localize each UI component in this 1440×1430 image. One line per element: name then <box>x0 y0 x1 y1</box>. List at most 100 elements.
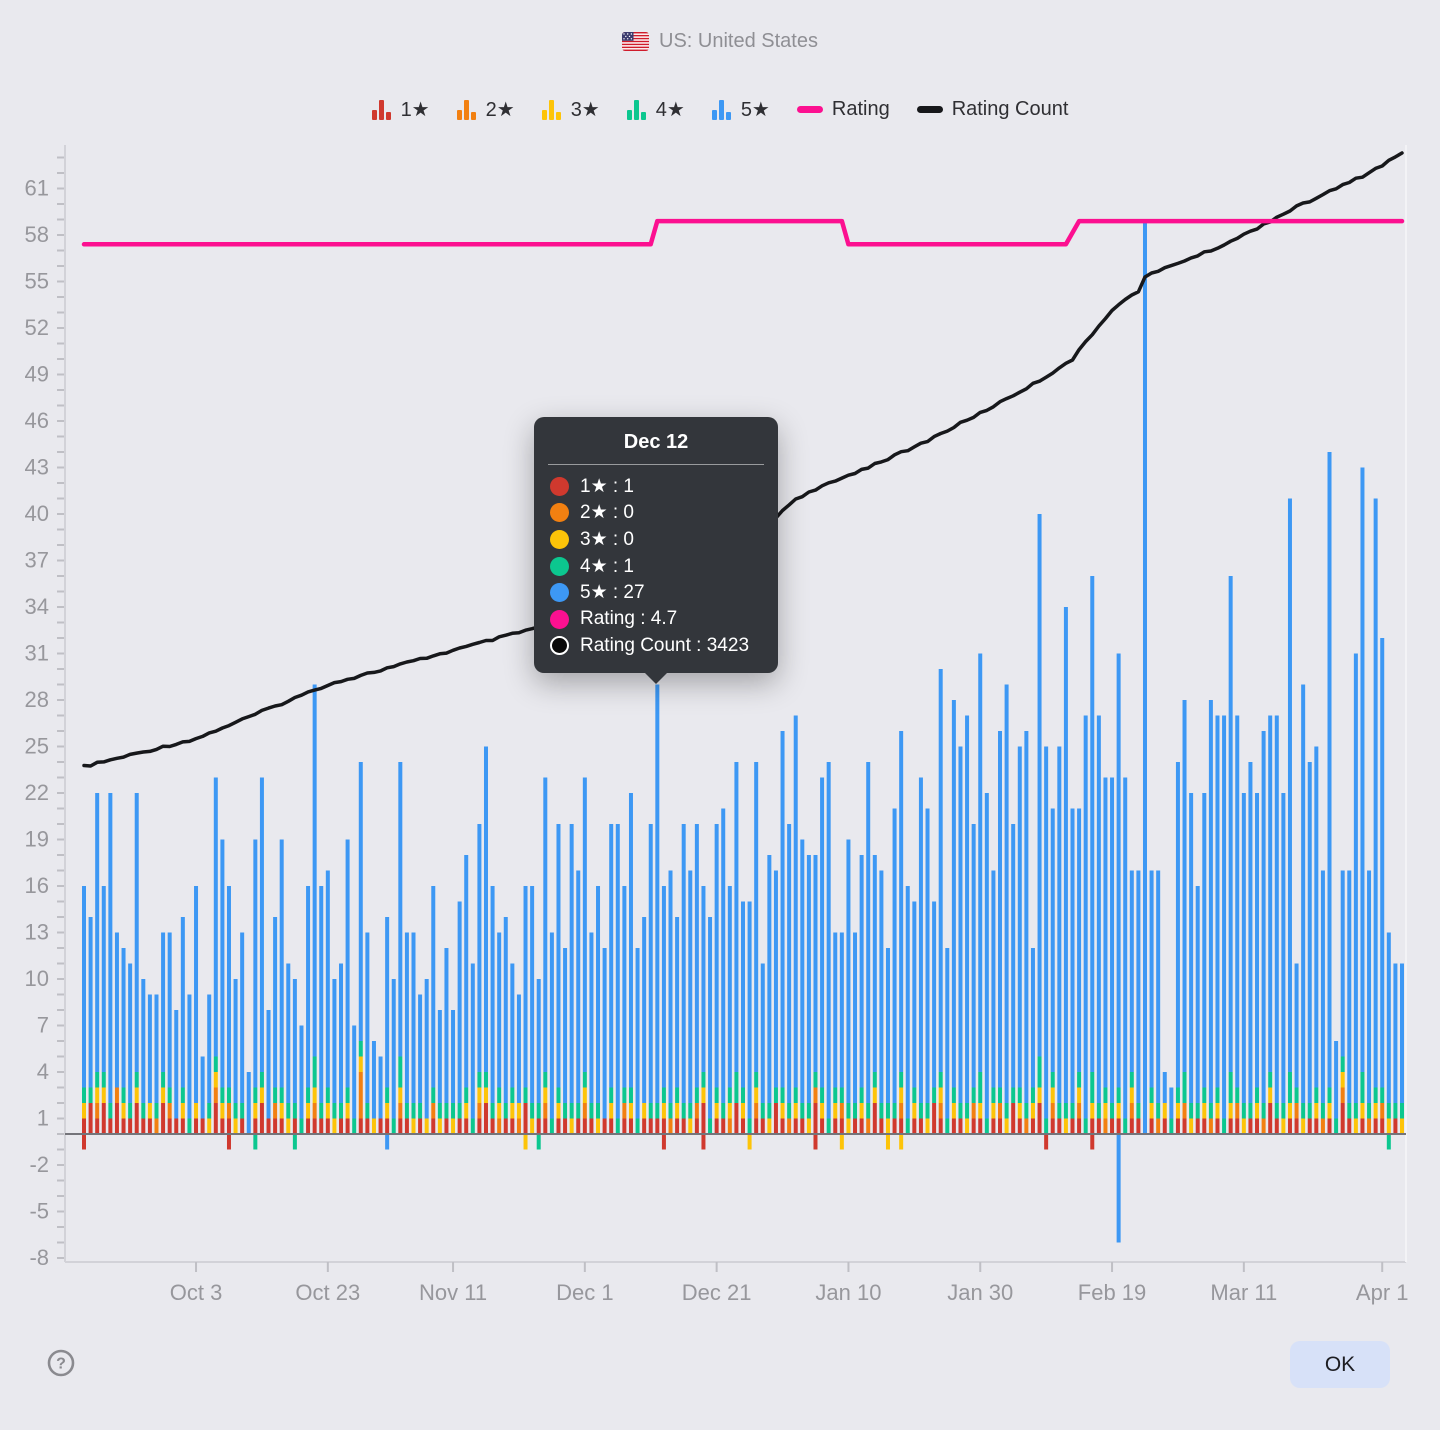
bar-segment-1star[interactable] <box>536 1118 541 1135</box>
bar-segment-3star[interactable] <box>642 1103 647 1119</box>
bar-segment-1star[interactable] <box>200 1118 205 1135</box>
bar-segment-5star[interactable] <box>1255 793 1260 1088</box>
bar-segment-4star[interactable] <box>1400 1103 1404 1119</box>
bar-segment-4star[interactable] <box>352 1118 357 1135</box>
bar-segment-4star[interactable] <box>846 1103 851 1119</box>
bar-segment-1star[interactable] <box>1037 1103 1042 1134</box>
legend-item-2star[interactable]: 2★ <box>456 97 515 122</box>
bar-segment-4star[interactable] <box>345 1087 350 1104</box>
bar-segment-1star[interactable] <box>563 1118 568 1135</box>
bar-segment-5star[interactable] <box>1123 777 1128 1119</box>
bar-segment-3star[interactable] <box>820 1103 825 1119</box>
bar-segment-5star[interactable] <box>1393 963 1398 1104</box>
bar-segment-4star[interactable] <box>569 1103 574 1119</box>
bar-segment-1star[interactable] <box>292 1118 297 1135</box>
bar-segment-5star[interactable] <box>958 746 963 1104</box>
bar-segment-3star[interactable] <box>325 1103 330 1119</box>
bar-segment-5star[interactable] <box>853 932 858 1104</box>
bar-segment-1star[interactable] <box>134 1103 139 1134</box>
bar-segment-4star[interactable] <box>154 1103 159 1119</box>
bar-segment-4star[interactable] <box>622 1087 627 1104</box>
bar-segment-5star[interactable] <box>1083 715 1088 1119</box>
bar-segment-4star[interactable] <box>833 1087 838 1104</box>
bar-segment-5star[interactable] <box>1301 684 1306 1104</box>
bar-segment-1star[interactable] <box>82 1118 86 1135</box>
bar-segment-4star[interactable] <box>780 1087 785 1104</box>
bar-segment-5star[interactable] <box>820 777 825 1088</box>
bar-segment-3star[interactable] <box>872 1087 877 1104</box>
bar-segment-4star[interactable] <box>635 1118 640 1135</box>
bar-segment-5star[interactable] <box>1380 638 1385 1088</box>
bar-segment-2star[interactable] <box>971 1103 976 1119</box>
bar-segment-4star[interactable] <box>1307 1103 1312 1119</box>
bar-segment-4star[interactable] <box>628 1087 633 1104</box>
bar-segment-4star[interactable] <box>1156 1103 1161 1119</box>
bar-segment-4star[interactable] <box>510 1087 515 1104</box>
bar-segment-1star[interactable] <box>121 1118 126 1135</box>
bar-segment-2star[interactable] <box>622 1103 627 1119</box>
bar-segment-2star[interactable] <box>312 1103 317 1119</box>
bar-segment-3star[interactable] <box>1017 1103 1022 1119</box>
bar-segment-1star[interactable] <box>306 1118 311 1135</box>
bar-segment-4star[interactable] <box>879 1103 884 1119</box>
bar-segment-4star[interactable] <box>806 1103 811 1119</box>
bar-segment-4star[interactable] <box>292 1103 297 1119</box>
bar-segment-5star[interactable] <box>497 932 502 1088</box>
bar-segment-5star[interactable] <box>371 1041 376 1119</box>
bar-segment-5star[interactable] <box>114 932 119 1088</box>
bar-segment-negative[interactable] <box>747 1134 752 1150</box>
bar-segment-4star[interactable] <box>1334 1118 1339 1135</box>
bar-segment-4star[interactable] <box>701 1072 706 1088</box>
bar-segment-3star[interactable] <box>1030 1103 1035 1119</box>
bar-segment-2star[interactable] <box>1024 1118 1029 1135</box>
bar-segment-5star[interactable] <box>549 932 554 1119</box>
bar-segment-5star[interactable] <box>167 932 172 1088</box>
bar-segment-3star[interactable] <box>991 1103 996 1119</box>
bar-segment-3star[interactable] <box>885 1118 890 1135</box>
bar-segment-3star[interactable] <box>1037 1087 1042 1104</box>
bar-segment-5star[interactable] <box>358 762 363 1041</box>
bar-segment-4star[interactable] <box>820 1087 825 1104</box>
bar-segment-1star[interactable] <box>312 1118 317 1135</box>
bar-segment-5star[interactable] <box>800 839 805 1104</box>
bar-segment-1star[interactable] <box>365 1118 370 1135</box>
bar-segment-1star[interactable] <box>1017 1118 1022 1135</box>
bar-segment-4star[interactable] <box>1261 1103 1266 1119</box>
bar-segment-1star[interactable] <box>1149 1118 1154 1135</box>
bar-segment-5star[interactable] <box>226 886 231 1088</box>
bar-segment-2star[interactable] <box>754 1103 759 1119</box>
bar-segment-1star[interactable] <box>938 1118 943 1135</box>
bar-segment-4star[interactable] <box>339 1103 344 1119</box>
bar-segment-3star[interactable] <box>233 1118 238 1135</box>
bar-segment-5star[interactable] <box>1373 498 1378 1088</box>
bar-segment-4star[interactable] <box>1274 1103 1279 1119</box>
bar-segment-2star[interactable] <box>668 1118 673 1135</box>
bar-segment-1star[interactable] <box>1255 1118 1260 1135</box>
bar-segment-4star[interactable] <box>134 1072 139 1088</box>
bar-segment-5star[interactable] <box>121 948 126 1088</box>
bar-segment-4star[interactable] <box>694 1087 699 1104</box>
bar-segment-1star[interactable] <box>226 1118 231 1135</box>
bar-segment-4star[interactable] <box>1004 1103 1009 1119</box>
bar-segment-3star[interactable] <box>754 1087 759 1104</box>
bar-segment-1star[interactable] <box>194 1118 199 1135</box>
bar-segment-1star[interactable] <box>714 1118 719 1135</box>
bar-segment-5star[interactable] <box>154 994 159 1104</box>
bar-segment-2star[interactable] <box>1129 1103 1134 1119</box>
bar-segment-2star[interactable] <box>273 1103 278 1119</box>
bar-segment-4star[interactable] <box>978 1072 983 1103</box>
bar-segment-4star[interactable] <box>490 1103 495 1119</box>
bar-segment-4star[interactable] <box>108 1103 113 1119</box>
legend-item-5star[interactable]: 5★ <box>711 97 770 122</box>
bar-segment-4star[interactable] <box>675 1087 680 1104</box>
bar-segment-4star[interactable] <box>431 1087 436 1104</box>
bar-segment-5star[interactable] <box>661 886 666 1088</box>
bar-segment-1star[interactable] <box>325 1118 330 1135</box>
bar-segment-3star[interactable] <box>1340 1072 1345 1088</box>
bar-segment-1star[interactable] <box>378 1118 383 1135</box>
bar-segment-5star[interactable] <box>352 1025 357 1119</box>
bar-segment-3star[interactable] <box>1281 1118 1286 1135</box>
bar-segment-4star[interactable] <box>800 1103 805 1119</box>
bar-segment-2star[interactable] <box>1320 1118 1325 1135</box>
bar-segment-3star[interactable] <box>965 1118 970 1135</box>
